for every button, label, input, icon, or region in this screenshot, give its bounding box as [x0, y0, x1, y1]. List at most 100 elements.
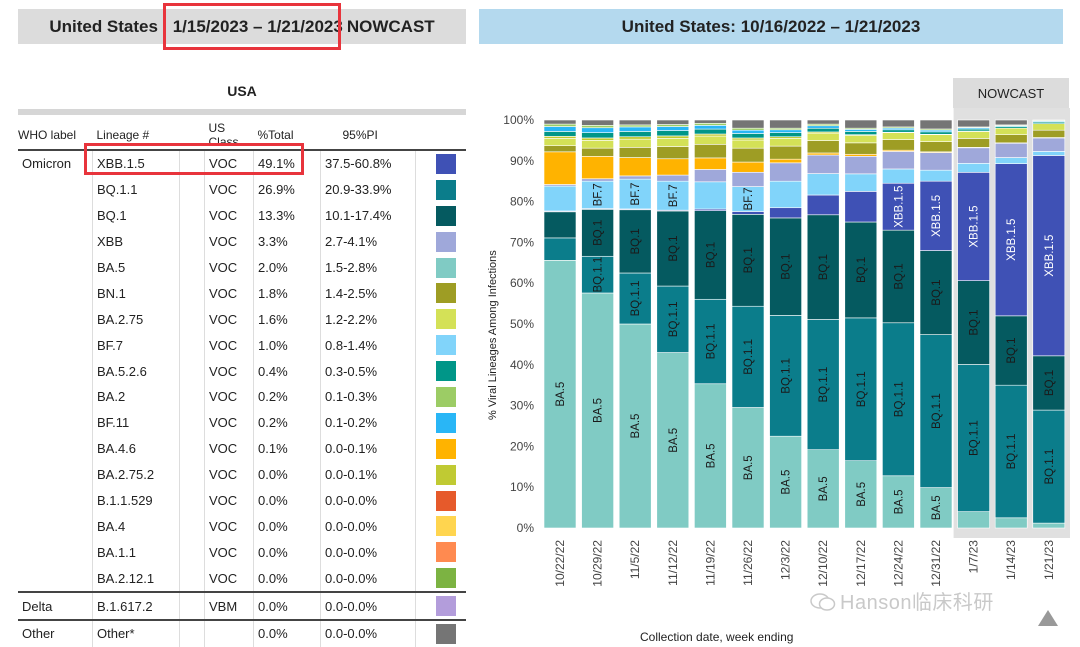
- bar-label: BQ.1: [705, 242, 717, 268]
- pi-cell: 0.0-0.0%: [321, 620, 416, 647]
- color-swatch: [436, 232, 456, 252]
- pi-cell: 1.2-2.2%: [321, 306, 416, 332]
- color-swatch: [436, 154, 456, 174]
- bar-segment: [958, 129, 990, 131]
- bar-segment: [694, 169, 726, 181]
- lineage-cell: BA.2: [93, 384, 180, 410]
- pi-cell: 10.1-17.4%: [321, 203, 416, 229]
- lineage-cell: BF.7: [93, 332, 180, 358]
- color-swatch-cell: [416, 203, 467, 229]
- total-cell: 1.6%: [254, 306, 321, 332]
- x-tick-label: 10/29/22: [591, 540, 605, 587]
- bar-segment: [619, 158, 651, 176]
- bar-label: BA.5: [593, 398, 605, 423]
- scroll-up-icon[interactable]: [1038, 610, 1058, 626]
- who-label-cell: [18, 410, 93, 436]
- color-swatch-cell: [416, 488, 467, 514]
- total-cell: 26.9%: [254, 177, 321, 203]
- bar-segment: [958, 512, 990, 528]
- header-left-suffix: NOWCAST: [347, 17, 435, 37]
- spacer-cell: [180, 177, 205, 203]
- lineage-cell: BA.1.1: [93, 539, 180, 565]
- color-swatch: [436, 361, 456, 381]
- color-swatch-cell: [416, 306, 467, 332]
- color-swatch-cell: [416, 565, 467, 592]
- bar-segment: [657, 127, 689, 131]
- y-tick-label: 20%: [510, 439, 534, 453]
- bar-segment: [544, 136, 576, 138]
- color-swatch: [436, 596, 456, 616]
- bar-segment: [807, 141, 839, 153]
- bar-label: XBB.1.5: [1006, 219, 1018, 261]
- bar-segment: [770, 163, 802, 181]
- bar-segment: [770, 120, 802, 128]
- spacer-cell: [180, 384, 205, 410]
- bar-segment: [694, 182, 726, 209]
- bar-segment: [995, 518, 1027, 528]
- bar-segment: [544, 146, 576, 152]
- bar-segment: [732, 172, 764, 186]
- wechat-icon: [810, 592, 836, 612]
- bar-label: BF.7: [668, 184, 680, 207]
- lineage-cell: BA.2.75.2: [93, 462, 180, 488]
- who-label-cell: [18, 229, 93, 255]
- bar-segment: [657, 138, 689, 146]
- spacer-cell: [180, 229, 205, 255]
- total-cell: 2.0%: [254, 255, 321, 281]
- spacer-cell: [180, 203, 205, 229]
- bar-label: BQ.1: [818, 254, 830, 280]
- bar-segment: [882, 151, 914, 169]
- bar-segment: [958, 163, 990, 172]
- bar-segment: [582, 133, 614, 138]
- bar-segment: [958, 148, 990, 164]
- y-tick-label: 100%: [503, 113, 534, 127]
- color-swatch-cell: [416, 592, 467, 620]
- x-axis-label: Collection date, week ending: [640, 630, 793, 644]
- bar-segment: [1033, 523, 1065, 528]
- nowcast-label: NOWCAST: [953, 78, 1069, 108]
- bar-segment: [694, 136, 726, 144]
- bar-segment: [657, 131, 689, 136]
- bar-segment: [845, 131, 877, 134]
- pi-cell: 0.0-0.0%: [321, 513, 416, 539]
- bar-segment: [732, 128, 764, 130]
- lineage-cell: BN.1: [93, 280, 180, 306]
- bar-label: BA.5: [781, 470, 793, 495]
- who-label-cell: [18, 332, 93, 358]
- bar-label: XBB.1.5: [931, 195, 943, 237]
- color-swatch-cell: [416, 513, 467, 539]
- total-cell: 3.3%: [254, 229, 321, 255]
- bar-segment: [582, 140, 614, 148]
- us-class-cell: VOC: [205, 255, 254, 281]
- color-swatch: [436, 206, 456, 226]
- header-right: United States: 10/16/2022 – 1/21/2023: [479, 9, 1063, 44]
- pi-cell: 1.5-2.8%: [321, 255, 416, 281]
- pi-cell: 0.3-0.5%: [321, 358, 416, 384]
- bar-segment: [544, 138, 576, 145]
- who-label-cell: [18, 306, 93, 332]
- who-label-cell: [18, 539, 93, 565]
- bar-label: XBB.1.5: [969, 205, 981, 247]
- x-tick-label: 1/21/23: [1042, 540, 1056, 580]
- bar-segment: [770, 133, 802, 137]
- bar-segment: [807, 155, 839, 174]
- spacer-cell: [180, 358, 205, 384]
- who-label-cell: [18, 436, 93, 462]
- total-cell: 0.1%: [254, 436, 321, 462]
- who-label-cell: [18, 358, 93, 384]
- bar-segment: [920, 153, 952, 171]
- who-label-cell: [18, 280, 93, 306]
- bar-label: BQ.1.1: [630, 281, 642, 317]
- bar-label: BQ.1.1: [593, 257, 605, 293]
- spacer-cell: [180, 592, 205, 620]
- color-swatch: [436, 568, 456, 588]
- bar-segment: [619, 147, 651, 157]
- color-swatch-cell: [416, 539, 467, 565]
- bar-label: BQ.1: [893, 263, 905, 289]
- pi-cell: 0.0-0.0%: [321, 592, 416, 620]
- us-class-cell: VOC: [205, 306, 254, 332]
